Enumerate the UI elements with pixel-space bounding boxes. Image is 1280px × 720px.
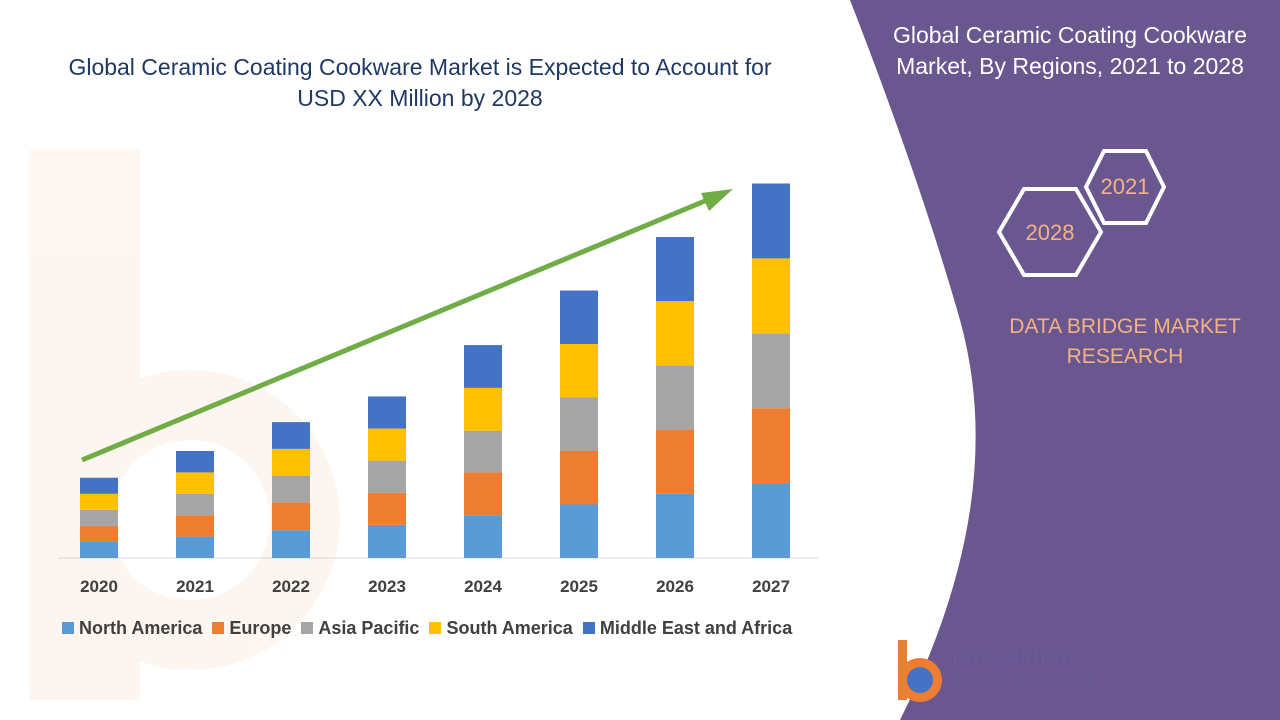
x-tick-label: 2025 <box>560 577 598 596</box>
bar-2026-north-america <box>656 493 694 558</box>
legend-swatch <box>582 622 595 634</box>
x-tick-label: 2020 <box>80 577 118 596</box>
footer-logo-name: DATA BRIDGE <box>952 648 1081 668</box>
bar-2024-europe <box>464 472 502 516</box>
bar-2021-south-america <box>176 472 214 494</box>
trend-arrow-head <box>701 189 733 211</box>
bar-2021-asia-pacific <box>176 493 214 516</box>
bar-2022-middle-east-and-africa <box>272 422 310 449</box>
bar-2024-south-america <box>464 387 502 431</box>
bar-2024-middle-east-and-africa <box>464 345 502 388</box>
footer-logo-icon <box>898 640 942 702</box>
panel-title: Global Ceramic Coating Cookware Market, … <box>892 22 1248 79</box>
legend-item: Europe <box>212 618 291 639</box>
bar-2023-europe <box>368 492 406 525</box>
bar-2024-north-america <box>464 515 502 558</box>
chart-title: Global Ceramic Coating Cookware Market i… <box>68 54 772 111</box>
trend-arrow-line <box>81 195 713 463</box>
legend-item: Middle East and Africa <box>582 617 793 639</box>
bar-2022-south-america <box>272 448 310 476</box>
side-panel <box>850 0 1280 720</box>
bar-2022-north-america <box>272 530 310 558</box>
legend-label: South America <box>446 617 573 638</box>
bar-2021-north-america <box>176 536 214 558</box>
bar-2024-asia-pacific <box>464 430 502 473</box>
bar-2020-north-america <box>80 541 118 558</box>
bar-2021-middle-east-and-africa <box>176 451 214 473</box>
x-tick-label: 2026 <box>656 577 694 596</box>
bar-2026-europe <box>656 429 694 494</box>
bar-2020-middle-east-and-africa <box>80 477 118 494</box>
legend-item: South America <box>429 617 573 639</box>
bar-2025-europe <box>560 451 598 505</box>
bar-2027-middle-east-and-africa <box>752 183 790 259</box>
legend-label: Europe <box>229 617 292 638</box>
bar-2023-asia-pacific <box>368 460 406 493</box>
bar-2023-middle-east-and-africa <box>368 396 406 429</box>
chart-bars <box>80 183 790 558</box>
bar-2025-north-america <box>560 504 598 558</box>
bar-2025-asia-pacific <box>560 397 598 451</box>
bar-2026-middle-east-and-africa <box>656 237 694 302</box>
hexagon-2021 <box>1083 149 1167 225</box>
bar-2027-asia-pacific <box>752 333 790 409</box>
legend-label: Middle East and Africa <box>599 617 793 638</box>
bar-2026-south-america <box>656 301 694 366</box>
legend-label: Asia Pacific <box>318 617 420 638</box>
bar-2022-asia-pacific <box>272 475 310 503</box>
bar-2025-south-america <box>560 344 598 398</box>
bar-2020-south-america <box>80 493 118 510</box>
bar-2022-europe <box>272 502 310 531</box>
x-tick-label: 2021 <box>176 577 214 596</box>
x-tick-label: 2023 <box>368 577 406 596</box>
legend-item: North America <box>62 618 202 639</box>
x-tick-label: 2027 <box>752 577 790 596</box>
bar-2027-south-america <box>752 258 790 334</box>
x-axis-ticks: 2020 2021 2022 2023 2024 2025 2026 2027 <box>80 577 790 596</box>
bar-2027-north-america <box>752 483 790 558</box>
x-tick-label: 2022 <box>272 577 310 596</box>
bar-2021-europe <box>176 515 214 537</box>
footer-logo-subtitle: MARKET RESEARCH <box>955 675 1095 684</box>
bar-2026-asia-pacific <box>656 365 694 430</box>
legend-swatch <box>301 622 314 634</box>
brand-name: DATA BRIDGE MARKET RESEARCH <box>1009 315 1241 368</box>
chart-legend: North America Europe Asia Pacific South Ame… <box>62 616 802 640</box>
bar-2020-europe <box>80 525 118 542</box>
x-tick-label: 2024 <box>464 577 502 596</box>
legend-swatch <box>429 622 442 634</box>
badge-2021: 2021 <box>1100 174 1150 199</box>
legend-label: North America <box>79 617 203 638</box>
legend-swatch <box>62 622 74 634</box>
legend-item: Asia Pacific <box>301 618 419 639</box>
bar-2027-europe <box>752 408 790 484</box>
bar-2023-north-america <box>368 524 406 558</box>
bar-2023-south-america <box>368 428 406 461</box>
legend-swatch <box>212 622 225 634</box>
bar-2025-middle-east-and-africa <box>560 290 598 344</box>
bar-2020-asia-pacific <box>80 509 118 526</box>
hexagon-2028 <box>996 187 1104 277</box>
badge-2028: 2028 <box>1025 220 1075 245</box>
